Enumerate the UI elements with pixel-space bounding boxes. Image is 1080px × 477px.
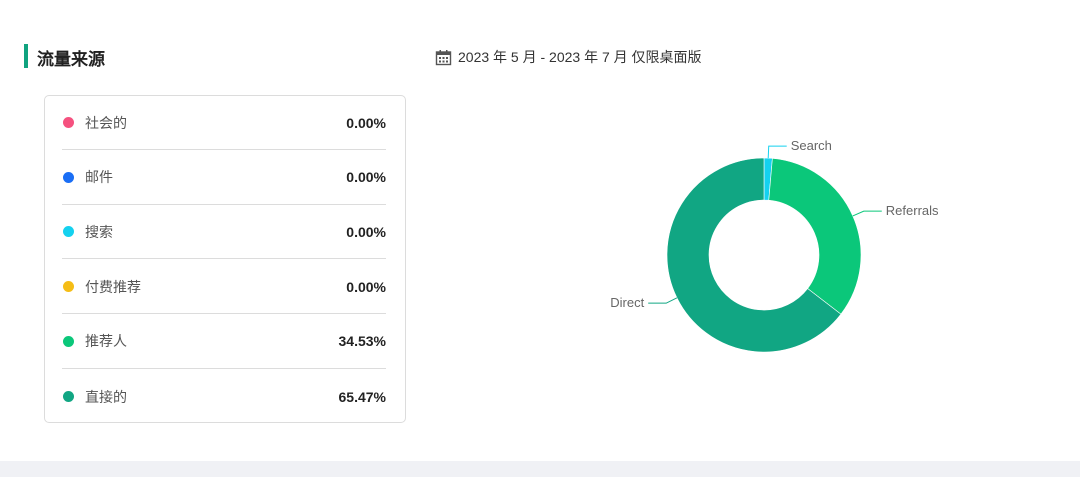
slice-direct[interactable] bbox=[666, 157, 842, 353]
source-label: 推荐人 bbox=[85, 333, 127, 350]
source-color-dot bbox=[63, 391, 74, 402]
slice-referrals[interactable] bbox=[768, 158, 862, 315]
source-color-dot bbox=[63, 117, 74, 128]
source-color-dot bbox=[63, 171, 74, 183]
slice-label: Referrals bbox=[886, 203, 939, 218]
source-row: 邮件 0.00% bbox=[62, 151, 386, 205]
calendar-icon bbox=[435, 49, 452, 65]
source-value: 65.47% bbox=[338, 388, 386, 405]
source-label: 社会的 bbox=[85, 114, 127, 131]
slice-label: Direct bbox=[610, 295, 644, 310]
footer-strip bbox=[0, 461, 1080, 477]
source-row: 搜索 0.00% bbox=[62, 205, 386, 260]
source-value: 0.00% bbox=[346, 278, 386, 295]
source-color-dot bbox=[63, 281, 74, 293]
section-title: 流量来源 bbox=[37, 50, 105, 69]
source-label: 付费推荐 bbox=[85, 278, 141, 295]
source-value: 34.53% bbox=[338, 333, 386, 350]
source-label: 搜索 bbox=[85, 223, 113, 240]
source-row: 直接的 65.47% bbox=[62, 370, 386, 424]
source-row: 社会的 0.00% bbox=[62, 96, 386, 150]
source-color-dot bbox=[63, 335, 74, 347]
label-line bbox=[767, 145, 787, 159]
source-label: 邮件 bbox=[85, 169, 113, 186]
source-row: 推荐人 34.53% bbox=[62, 315, 386, 369]
traffic-source-list: 社会的 0.00% 邮件 0.00% 搜索 0.00% 付费推荐 0.00% 推… bbox=[44, 95, 406, 423]
date-range: 2023 年 5 月 - 2023 年 7 月 仅限桌面版 bbox=[435, 47, 702, 67]
source-color-dot bbox=[63, 226, 74, 238]
title-accent-bar bbox=[24, 44, 28, 68]
label-line bbox=[648, 297, 678, 304]
source-label: 直接的 bbox=[85, 388, 127, 405]
source-value: 0.00% bbox=[346, 114, 386, 131]
source-value: 0.00% bbox=[346, 169, 386, 186]
slice-label: Search bbox=[791, 138, 832, 153]
source-row: 付费推荐 0.00% bbox=[62, 260, 386, 315]
source-value: 0.00% bbox=[346, 223, 386, 240]
date-range-text: 2023 年 5 月 - 2023 年 7 月 仅限桌面版 bbox=[458, 49, 702, 65]
label-line bbox=[852, 210, 882, 217]
traffic-donut-chart: Search Referrals Direct bbox=[610, 138, 939, 353]
